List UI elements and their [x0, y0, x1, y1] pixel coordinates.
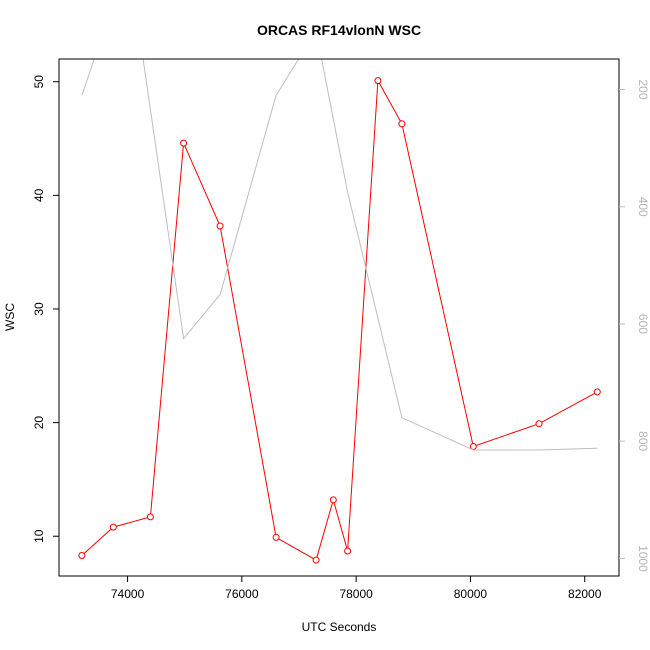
data-point — [398, 120, 406, 128]
y2-tick-label: 800 — [636, 431, 650, 451]
chart-title: ORCAS RF14vlonN WSC — [257, 22, 421, 38]
data-point — [216, 222, 224, 230]
data-point — [109, 523, 117, 531]
y-axis-left: 10 20 30 40 50 — [32, 75, 59, 543]
x-tick-label: 80000 — [454, 587, 488, 601]
y2-tick-label: 400 — [636, 197, 650, 217]
y-tick-label: 10 — [32, 529, 46, 543]
data-point — [535, 420, 543, 428]
data-point — [312, 556, 320, 564]
x-axis: 74000 76000 78000 80000 82000 — [111, 576, 602, 601]
y-axis-right: 200 400 600 800 1000 — [619, 79, 650, 572]
data-point — [374, 77, 382, 85]
y2-tick-label: 600 — [636, 314, 650, 334]
x-tick-label: 82000 — [568, 587, 602, 601]
y-tick-label: 30 — [32, 302, 46, 316]
data-point — [78, 552, 86, 559]
data-point — [329, 496, 337, 504]
x-tick-label: 76000 — [225, 587, 259, 601]
data-point — [593, 388, 601, 396]
y2-tick-label: 1000 — [636, 545, 650, 572]
x-tick-label: 74000 — [111, 587, 145, 601]
series-line-2 — [81, 59, 598, 451]
data-point — [344, 547, 352, 555]
plot-area — [78, 59, 601, 564]
x-tick-label: 78000 — [339, 587, 373, 601]
data-point — [272, 533, 280, 541]
y-axis-label: WSC — [3, 303, 17, 331]
data-point — [146, 513, 154, 521]
x-axis-label: UTC Seconds — [302, 620, 377, 634]
y-tick-label: 50 — [32, 75, 46, 89]
series-line-1 — [81, 78, 598, 561]
y-tick-label: 40 — [32, 188, 46, 202]
plot-frame — [58, 58, 620, 577]
y2-tick-label: 200 — [636, 79, 650, 99]
data-point — [180, 139, 188, 147]
y-tick-label: 20 — [32, 416, 46, 430]
